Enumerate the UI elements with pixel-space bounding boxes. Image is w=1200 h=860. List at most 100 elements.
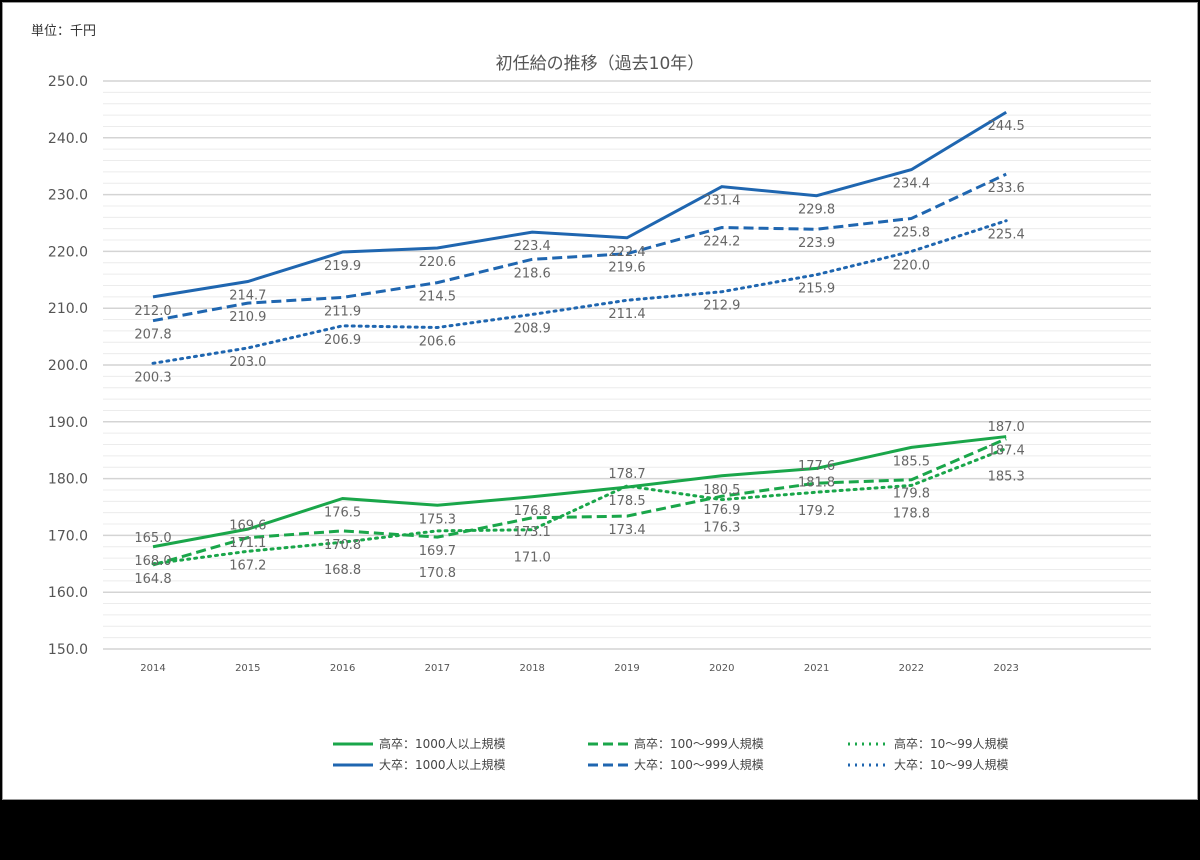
legend-item: 高卒：1000人以上規模: [331, 735, 506, 752]
x-tick-label: 2016: [330, 663, 355, 674]
data-label: 224.2: [703, 235, 740, 250]
data-label: 169.7: [419, 544, 456, 559]
x-tick-label: 2023: [993, 663, 1018, 674]
data-label: 187.0: [988, 420, 1025, 435]
x-tick-label: 2019: [614, 663, 639, 674]
data-label: 176.8: [514, 504, 551, 519]
legend-label: 高卒：10～99人規模: [894, 737, 1009, 751]
legend-item: 大卒：100～999人規模: [586, 756, 764, 773]
data-label: 181.8: [798, 475, 835, 490]
data-label: 219.9: [324, 259, 361, 274]
data-label: 185.3: [988, 469, 1025, 484]
legend-item: 大卒：1000人以上規模: [331, 756, 506, 773]
legend-label: 高卒：100～999人規模: [634, 737, 764, 751]
data-label: 223.4: [514, 239, 551, 254]
data-label: 203.0: [229, 355, 266, 370]
legend-item: 大卒：10～99人規模: [846, 756, 1009, 773]
data-label: 178.8: [893, 506, 930, 521]
data-label: 244.5: [988, 119, 1025, 134]
data-label: 218.6: [514, 266, 551, 281]
data-label: 167.2: [229, 558, 266, 573]
x-tick-label: 2021: [804, 663, 829, 674]
data-label: 168.8: [324, 563, 361, 578]
data-label: 179.2: [798, 504, 835, 519]
series-line-1: [152, 437, 1007, 567]
legend-swatch: [333, 742, 373, 745]
data-label: 212.9: [703, 299, 740, 314]
data-label: 176.3: [703, 521, 740, 536]
data-label: 229.8: [798, 203, 835, 218]
legend-swatch: [333, 763, 373, 766]
data-label: 207.8: [134, 328, 171, 343]
data-label: 211.9: [324, 304, 361, 319]
legend-label: 高卒：1000人以上規模: [379, 737, 506, 751]
data-label: 219.6: [608, 261, 645, 276]
y-tick-label: 180.0: [48, 472, 88, 488]
data-label: 176.9: [703, 503, 740, 518]
data-label: 169.6: [229, 519, 266, 534]
y-tick-label: 250.0: [48, 74, 88, 90]
legend-swatch: [588, 742, 628, 745]
y-tick-label: 160.0: [48, 585, 88, 601]
series-line-0: [152, 435, 1007, 549]
data-label: 223.9: [798, 236, 835, 251]
legend-item: 高卒：100～999人規模: [586, 735, 764, 752]
data-label: 179.8: [893, 487, 930, 502]
data-label: 178.5: [608, 494, 645, 509]
data-label: 180.5: [703, 483, 740, 498]
plot-area: 150.0 160.0 170.0 180.0 190.0 200.0 210.0 220.0…: [48, 74, 1151, 674]
legend-swatch: [848, 763, 888, 766]
series-line-5: [151, 219, 1008, 365]
series-line-2: [151, 446, 1008, 566]
data-label: 171.1: [229, 536, 266, 551]
data-label: 200.3: [134, 370, 171, 385]
chart-frame: 単位：千円 初任給の推移（過去10年） 150.0 160.0 170.0 180.0…: [2, 2, 1198, 800]
x-tick-label: 2018: [519, 663, 544, 674]
data-label: 187.4: [988, 444, 1025, 459]
data-label: 225.4: [988, 228, 1025, 243]
x-tick-label: 2015: [235, 663, 260, 674]
series-line-3: [152, 110, 1007, 299]
y-tick-label: 170.0: [48, 528, 88, 544]
data-label: 214.7: [229, 289, 266, 304]
legend-label: 大卒：100～999人規模: [634, 758, 764, 772]
y-tick-label: 150.0: [48, 642, 88, 658]
data-label: 165.0: [134, 531, 171, 546]
data-label: 208.9: [514, 321, 551, 336]
legend-label: 大卒：1000人以上規模: [379, 758, 506, 772]
y-tick-label: 190.0: [48, 415, 88, 431]
data-label: 170.8: [324, 538, 361, 553]
data-label: 234.4: [893, 177, 930, 192]
data-label: 206.6: [419, 335, 456, 350]
chart-title: 初任給の推移（過去10年）: [495, 54, 705, 74]
series-line-4: [152, 172, 1007, 323]
data-label: 185.5: [893, 454, 930, 469]
data-label: 171.0: [514, 551, 551, 566]
legend-label: 大卒：10～99人規模: [894, 758, 1009, 772]
data-label: 233.6: [988, 181, 1025, 196]
x-tick-label: 2022: [899, 663, 924, 674]
legend-swatch: [848, 742, 888, 745]
x-tick-label: 2017: [425, 663, 450, 674]
data-label: 210.9: [229, 310, 266, 325]
data-label: 231.4: [703, 194, 740, 209]
data-label: 170.8: [419, 566, 456, 581]
data-label: 212.0: [134, 304, 171, 319]
y-tick-label: 240.0: [48, 131, 88, 147]
x-tick-label: 2020: [709, 663, 734, 674]
data-label: 173.1: [514, 525, 551, 540]
y-tick-label: 230.0: [48, 188, 88, 204]
unit-label: 単位：千円: [31, 24, 97, 39]
data-label: 220.0: [893, 258, 930, 273]
data-label: 175.3: [419, 512, 456, 527]
legend-item: 高卒：10～99人規模: [846, 735, 1009, 752]
y-tick-label: 210.0: [48, 301, 88, 317]
data-label: 206.9: [324, 333, 361, 348]
data-label: 168.0: [134, 554, 171, 569]
data-label: 225.8: [893, 225, 930, 240]
legend-swatch: [588, 763, 628, 766]
data-label: 178.7: [608, 467, 645, 482]
y-tick-label: 220.0: [48, 244, 88, 260]
data-label: 211.4: [608, 307, 645, 322]
data-label: 222.4: [608, 245, 645, 260]
